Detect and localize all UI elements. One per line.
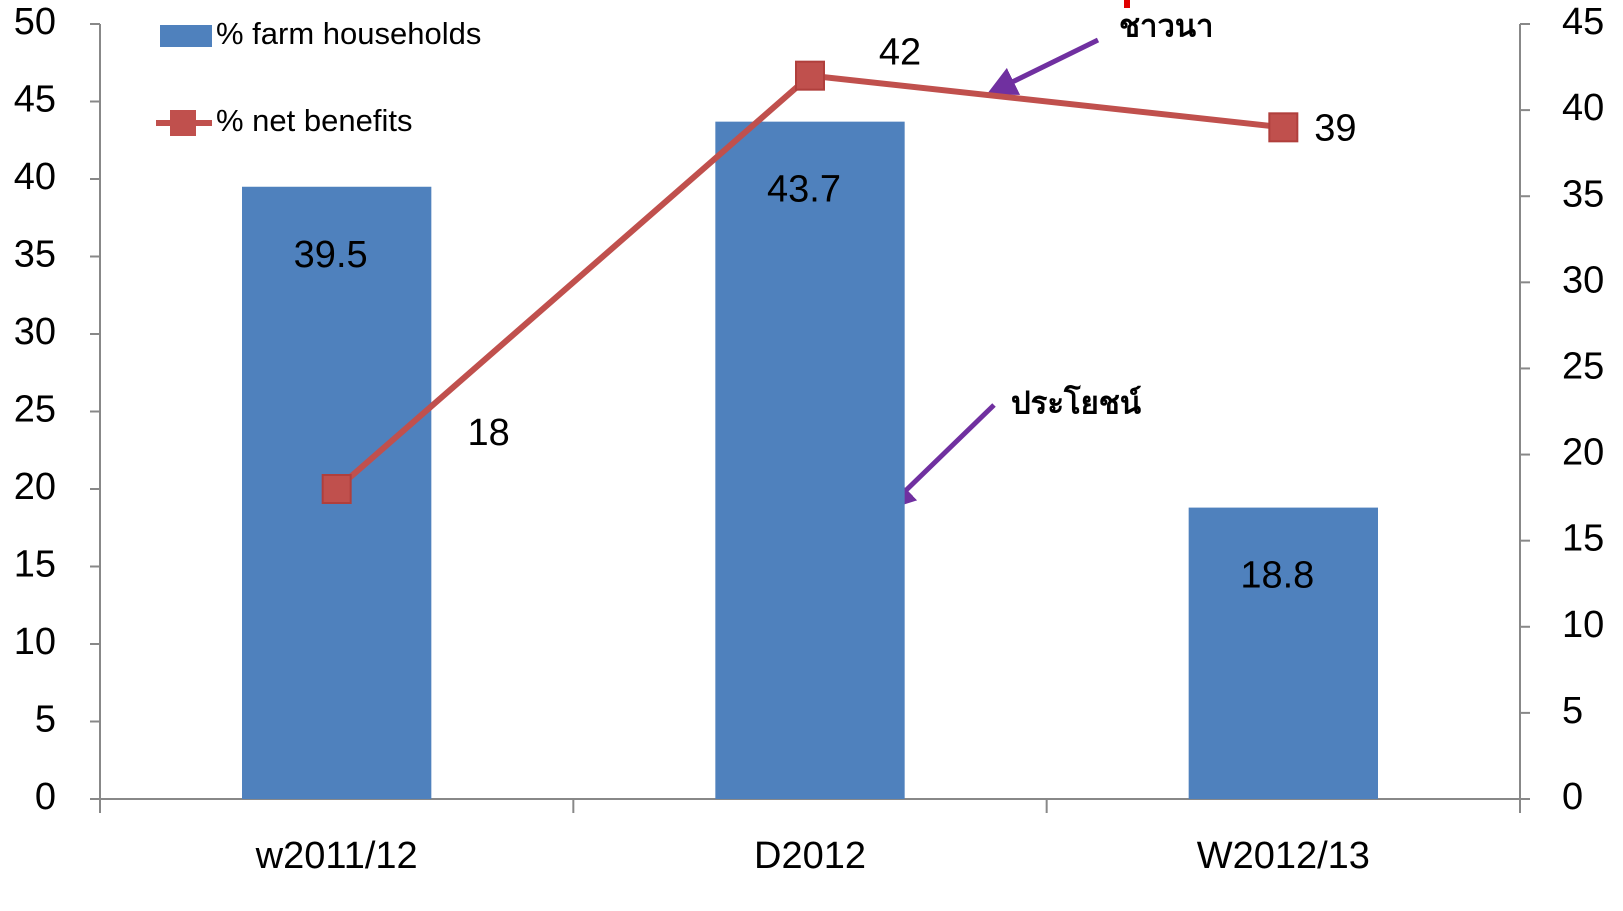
bar xyxy=(715,121,905,799)
x-tick-label: w2011/12 xyxy=(255,835,418,877)
y-tick-label: 35 xyxy=(14,234,56,276)
y2-tick-label: 5 xyxy=(1562,690,1583,732)
y-tick-label: 15 xyxy=(14,544,56,586)
x-tick-label: W2012/13 xyxy=(1197,835,1370,877)
x-tick-label: D2012 xyxy=(754,835,866,877)
annotation: ชาวนา xyxy=(1119,9,1213,45)
annotation-arrows xyxy=(885,37,1100,511)
y-tick-label: 0 xyxy=(35,776,56,818)
data-label: 42 xyxy=(879,32,921,74)
legend-label: % net benefits xyxy=(216,103,412,138)
marker xyxy=(795,60,825,91)
y2-tick-label: 10 xyxy=(1562,604,1604,646)
y-tick-label: 20 xyxy=(14,466,56,508)
y2-tick-label: 20 xyxy=(1562,432,1604,474)
arrow xyxy=(986,37,1100,95)
y2-tick-label: 25 xyxy=(1562,345,1604,387)
legend-swatch xyxy=(160,25,212,47)
y-tick-label: 5 xyxy=(35,699,56,741)
bar xyxy=(1188,507,1378,799)
y2-tick-label: 40 xyxy=(1562,87,1604,129)
y-tick-label: 45 xyxy=(14,79,56,121)
annotation: ประโยชน์ xyxy=(1011,385,1141,422)
y-tick-label: 30 xyxy=(14,311,56,353)
decoration xyxy=(1124,0,1130,8)
data-label: 18.8 xyxy=(1240,555,1314,597)
y2-tick-label: 35 xyxy=(1562,173,1604,215)
data-label: 39 xyxy=(1314,107,1356,149)
y2-tick-label: 45 xyxy=(1562,1,1604,43)
y2-tick-label: 15 xyxy=(1562,518,1604,560)
legend-marker xyxy=(170,110,196,136)
marker xyxy=(1268,112,1299,143)
y-tick-label: 40 xyxy=(14,156,56,198)
y2-tick-label: 0 xyxy=(1562,776,1583,818)
y2-tick-label: 30 xyxy=(1562,259,1604,301)
data-label: 18 xyxy=(468,412,510,454)
y-tick-label: 50 xyxy=(14,1,56,43)
data-label: 43.7 xyxy=(767,169,841,211)
arrow xyxy=(885,403,996,511)
y-tick-label: 25 xyxy=(14,389,56,431)
legend-label: % farm households xyxy=(216,16,481,51)
marker xyxy=(321,474,352,504)
y-tick-label: 10 xyxy=(14,621,56,663)
data-label: 39.5 xyxy=(294,234,368,276)
